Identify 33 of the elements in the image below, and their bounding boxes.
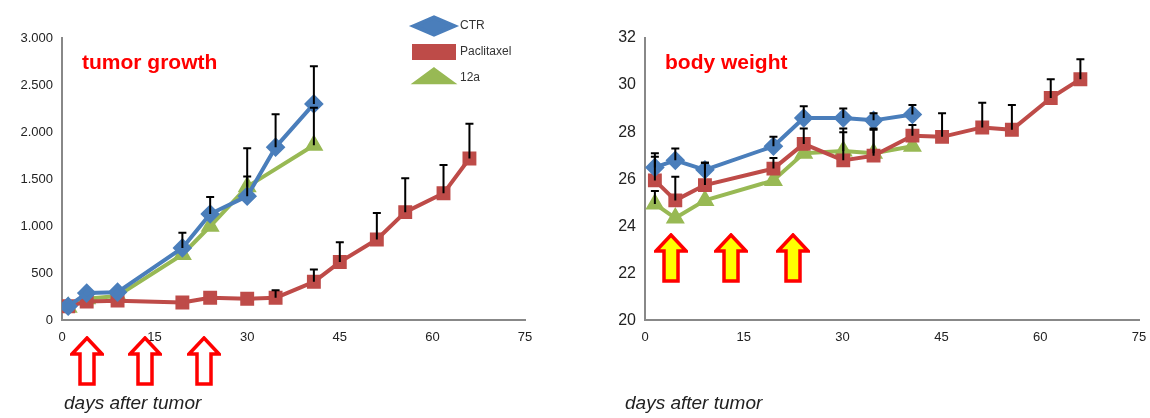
x-tick-label: 15 (736, 328, 752, 344)
y-tick-label: 20 (618, 310, 637, 328)
y-tick-label: 0 (45, 311, 53, 327)
x-tick-label: 15 (147, 328, 162, 344)
legend-label: 12a (460, 70, 481, 85)
x-tick-label: 60 (425, 328, 440, 344)
legend-label: CTR (460, 18, 485, 33)
x-tick-label: 45 (934, 328, 949, 344)
y-tick-label: 1.000 (20, 217, 53, 233)
x-axis-title: days after tumor (64, 392, 202, 414)
y-tick-label: 500 (31, 264, 53, 280)
y-tick-label: 2.500 (20, 76, 53, 92)
text: body weight (665, 50, 788, 74)
legend-label: Paclitaxel (460, 44, 512, 59)
y-tick-label: 1.500 (20, 170, 53, 186)
y-tick-label: 2.000 (20, 123, 53, 139)
x-tick-label: 75 (1131, 328, 1147, 344)
y-tick-label: 22 (618, 263, 637, 281)
x-tick-label: 0 (58, 328, 66, 344)
x-tick-label: 75 (517, 328, 533, 344)
text: tumor growth (82, 50, 218, 74)
y-tick-label: 30 (618, 75, 637, 93)
x-tick-label: 30 (835, 328, 850, 344)
x-axis-title: days after tumor (625, 392, 763, 414)
y-tick-label: 24 (618, 216, 637, 234)
y-tick-label: 3.000 (20, 29, 53, 45)
x-tick-label: 60 (1032, 328, 1048, 344)
x-tick-label: 30 (239, 328, 255, 344)
y-tick-label: 28 (618, 122, 637, 140)
x-tick-label: 45 (332, 328, 348, 344)
y-tick-label: 32 (618, 28, 637, 46)
x-tick-label: 0 (641, 328, 649, 344)
y-tick-label: 26 (618, 169, 637, 187)
